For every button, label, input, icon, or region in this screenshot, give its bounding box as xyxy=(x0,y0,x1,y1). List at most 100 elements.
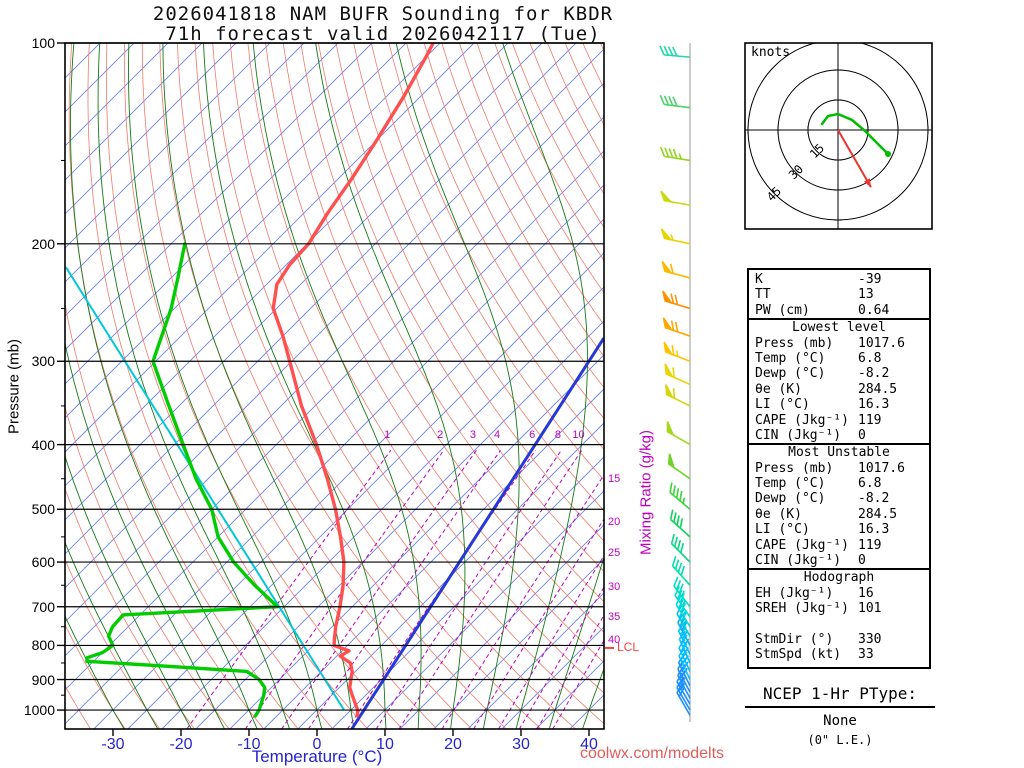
mixing-ratio-value-label: 40 xyxy=(608,634,621,647)
dry-adiabat-line xyxy=(247,43,604,694)
ptype-title: NCEP 1-Hr PType: xyxy=(745,684,935,708)
wetbulb-line xyxy=(65,266,345,711)
isotherm-line xyxy=(127,252,604,729)
wind-barb xyxy=(669,509,691,538)
mixing-ratio-value-label: 2 xyxy=(437,429,444,441)
dry-adiabat-line xyxy=(406,43,604,420)
wind-barb-full xyxy=(671,46,678,57)
wind-barb-flag xyxy=(667,453,676,470)
stat-row: EH (Jkg⁻¹) 16 xyxy=(753,586,925,601)
stat-value: -8.2 xyxy=(858,491,890,507)
wind-barb xyxy=(659,45,691,58)
isotherm-line xyxy=(65,82,604,623)
wind-barb xyxy=(663,341,691,363)
isotherm-line xyxy=(331,456,604,729)
stat-row: Press (mb) 1017.6 xyxy=(753,336,925,351)
wind-barb-staff xyxy=(674,595,691,618)
chart-title: 2026041818 NAM BUFR Sounding for KBDR xyxy=(152,3,614,25)
isotherm-line xyxy=(65,43,237,215)
wind-barb-half xyxy=(681,600,686,607)
dry-adiabat-line xyxy=(65,487,195,729)
wind-barb xyxy=(676,683,691,716)
wind-barb xyxy=(667,453,691,480)
wind-barb-full xyxy=(674,559,680,570)
isotherm-line xyxy=(65,150,604,691)
wind-barb-half xyxy=(682,497,686,504)
stat-row: CIN (Jkg⁻¹) 0 xyxy=(753,553,925,568)
hodograph-units-label: knots xyxy=(751,45,791,60)
wind-barb-full xyxy=(676,539,682,550)
wind-barb xyxy=(661,261,691,279)
dry-adiabat-line xyxy=(441,43,604,357)
temp-tick-label: -10 xyxy=(237,736,261,753)
dry-adiabat-line xyxy=(300,43,604,603)
mixing-ratio-axis-label: Mixing Ratio (g/kg) xyxy=(637,429,655,556)
wind-barb-full xyxy=(673,512,677,523)
wind-barb xyxy=(660,190,691,206)
dry-adiabat-line xyxy=(65,405,230,729)
wind-barb-staff xyxy=(676,692,691,716)
stat-label: CIN (Jkg⁻¹) xyxy=(755,427,842,443)
wind-barb-flag xyxy=(666,421,675,437)
isotherm-line xyxy=(65,43,271,249)
wind-barb-flag xyxy=(660,190,673,203)
stat-row: Temp (°C) 6.8 xyxy=(753,476,925,491)
isotherm-line xyxy=(195,320,604,729)
mixing-ratio-value-label: 8 xyxy=(554,429,561,441)
stat-value: -39 xyxy=(858,272,882,287)
wind-barb-full xyxy=(680,565,686,576)
temperature-curve xyxy=(271,43,435,718)
mixing-ratio-line xyxy=(244,450,445,729)
plot-area xyxy=(65,43,604,729)
stat-label: StmSpd (kt) xyxy=(755,647,842,663)
stats-section: K -39 TT 13 PW (cm) 0.64 xyxy=(753,272,925,318)
stat-label: PW (cm) xyxy=(755,302,810,318)
wind-barb-full xyxy=(659,94,665,105)
dry-adiabat-line xyxy=(123,43,403,729)
stat-value: 0 xyxy=(858,553,866,569)
wind-barb-staff xyxy=(677,630,691,655)
stat-value: -8.2 xyxy=(858,366,890,382)
stat-label: CAPE (Jkg⁻¹) xyxy=(755,537,849,553)
stat-value: 6.8 xyxy=(858,350,882,366)
stat-value: 284.5 xyxy=(858,506,898,522)
stat-row: CAPE (Jkg⁻¹) 119 xyxy=(753,413,925,428)
stat-value: 101 xyxy=(858,601,882,617)
pressure-tick-label: 400 xyxy=(31,436,55,453)
stat-label: EH (Jkg⁻¹) xyxy=(755,585,834,601)
hodograph-frame xyxy=(744,42,933,230)
stat-value: 33 xyxy=(858,647,874,663)
wind-barb-full xyxy=(672,148,678,159)
stats-spacer xyxy=(753,617,925,632)
wind-barb xyxy=(662,317,691,337)
wind-barb-full xyxy=(668,96,674,106)
dry-adiabat-line xyxy=(318,43,604,572)
wind-barb-full xyxy=(679,518,684,529)
stat-row: CAPE (Jkg⁻¹) 119 xyxy=(753,538,925,553)
stat-row: TT 13 xyxy=(753,287,925,302)
isotherm-line xyxy=(65,43,305,283)
stat-label: K xyxy=(755,272,763,287)
moist-adiabat-line xyxy=(70,43,258,729)
indices-panel: K -39 TT 13 PW (cm) 0.64 Lowest level Press (mb… xyxy=(747,268,931,669)
wind-barb-full xyxy=(679,593,685,603)
wind-barb xyxy=(659,146,691,162)
wind-barb-full xyxy=(678,687,685,697)
stat-value: 330 xyxy=(858,631,882,647)
mixing-ratio-value-label: 3 xyxy=(469,429,476,441)
wind-barb-full xyxy=(659,146,666,157)
mixing-ratio-line xyxy=(186,450,392,729)
temp-tick-label: 20 xyxy=(444,736,462,753)
wind-barb-half xyxy=(680,683,685,690)
mixing-ratio-value-label: 4 xyxy=(493,429,501,441)
wind-barb-full xyxy=(663,95,670,106)
moist-adiabat-line xyxy=(65,541,159,729)
moist-adiabat-line xyxy=(203,43,387,729)
chart-subtitle: 71h forecast valid 2026042117 (Tue) xyxy=(165,23,601,45)
moist-adiabat-line xyxy=(97,43,291,729)
mixing-ratio-line xyxy=(518,586,604,729)
dry-adiabat-line xyxy=(177,43,507,729)
temp-tick-label: -20 xyxy=(169,736,193,753)
stat-label: SREH (Jkg⁻¹) xyxy=(755,601,849,617)
storm-motion-arrowhead xyxy=(863,178,871,188)
